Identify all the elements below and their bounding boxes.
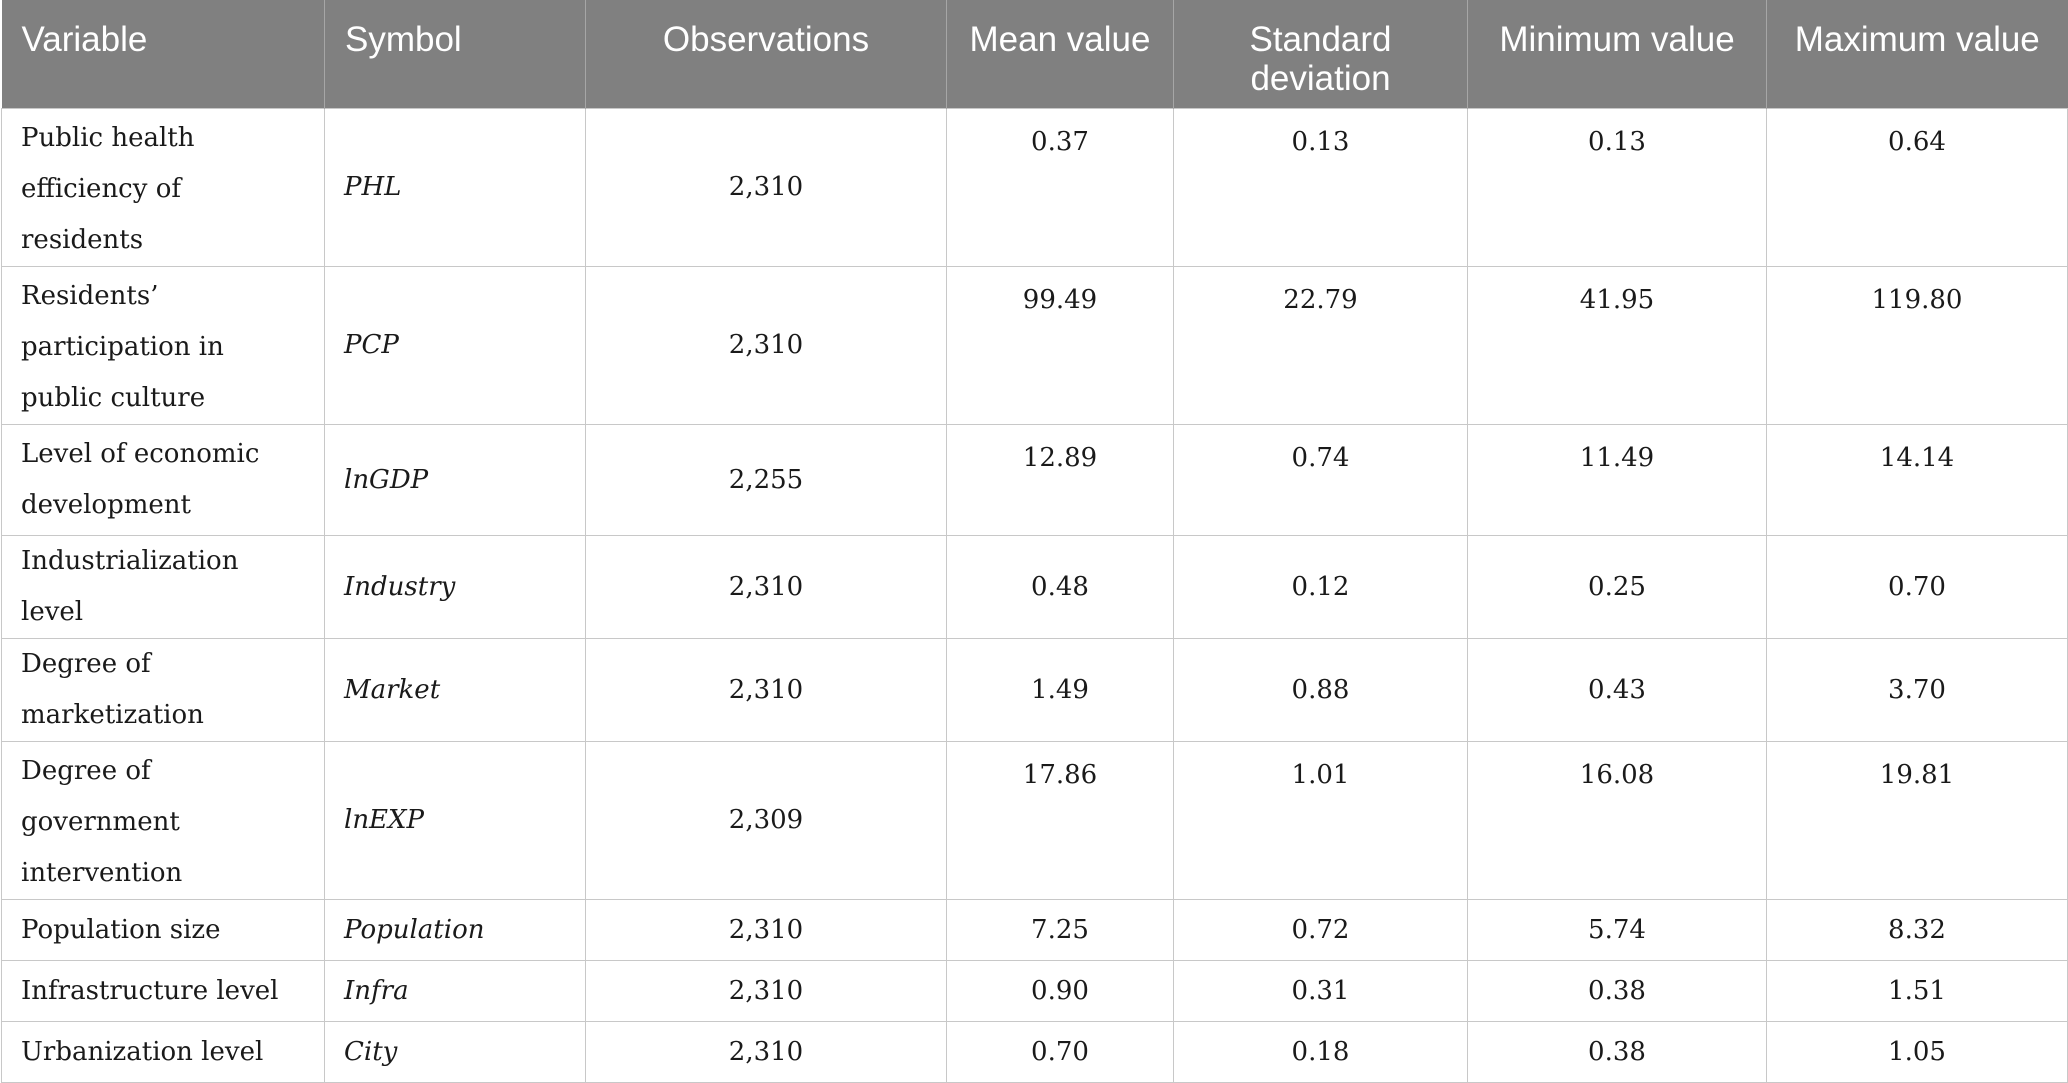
cell-variable: Public health efficiency of residents xyxy=(1,108,325,267)
table-row: Residents’ participation in public cultu… xyxy=(1,266,2068,425)
table-row: Infrastructure level Infra 2,310 0.90 0.… xyxy=(1,960,2068,1022)
table-row: Degree of government intervention lnEXP … xyxy=(1,741,2068,900)
cell-mean: 12.89 xyxy=(946,424,1174,536)
cell-sd: 0.31 xyxy=(1173,960,1468,1022)
cell-max: 8.32 xyxy=(1766,899,2068,961)
cell-variable: Degree of marketization xyxy=(1,638,325,742)
header-maximum: Maximum value xyxy=(1766,0,2068,109)
cell-min: 11.49 xyxy=(1467,424,1767,536)
cell-max: 1.05 xyxy=(1766,1021,2068,1083)
header-standard-deviation: Standard deviation xyxy=(1173,0,1468,109)
cell-max: 3.70 xyxy=(1766,638,2068,742)
cell-variable: Degree of government intervention xyxy=(1,741,325,900)
cell-max: 19.81 xyxy=(1766,741,2068,900)
header-mean: Mean value xyxy=(946,0,1174,109)
cell-sd: 0.13 xyxy=(1173,108,1468,267)
cell-sd: 0.74 xyxy=(1173,424,1468,536)
cell-max: 0.64 xyxy=(1766,108,2068,267)
cell-symbol: PCP xyxy=(324,266,586,425)
cell-variable: Level of economic development xyxy=(1,424,325,536)
cell-observations: 2,310 xyxy=(585,638,947,742)
cell-sd: 0.18 xyxy=(1173,1021,1468,1083)
cell-sd: 0.88 xyxy=(1173,638,1468,742)
cell-min: 0.38 xyxy=(1467,1021,1767,1083)
cell-min: 0.38 xyxy=(1467,960,1767,1022)
cell-symbol: City xyxy=(324,1021,586,1083)
cell-min: 41.95 xyxy=(1467,266,1767,425)
cell-min: 0.43 xyxy=(1467,638,1767,742)
cell-observations: 2,310 xyxy=(585,535,947,639)
cell-mean: 0.37 xyxy=(946,108,1174,267)
cell-sd: 0.72 xyxy=(1173,899,1468,961)
cell-observations: 2,310 xyxy=(585,1021,947,1083)
cell-max: 119.80 xyxy=(1766,266,2068,425)
cell-mean: 0.48 xyxy=(946,535,1174,639)
cell-max: 1.51 xyxy=(1766,960,2068,1022)
cell-min: 5.74 xyxy=(1467,899,1767,961)
cell-max: 0.70 xyxy=(1766,535,2068,639)
cell-min: 0.13 xyxy=(1467,108,1767,267)
cell-sd: 1.01 xyxy=(1173,741,1468,900)
cell-variable: Industrialization level xyxy=(1,535,325,639)
cell-symbol: Market xyxy=(324,638,586,742)
cell-observations: 2,310 xyxy=(585,960,947,1022)
cell-mean: 7.25 xyxy=(946,899,1174,961)
cell-max: 14.14 xyxy=(1766,424,2068,536)
cell-min: 16.08 xyxy=(1467,741,1767,900)
cell-observations: 2,309 xyxy=(585,741,947,900)
cell-symbol: lnGDP xyxy=(324,424,586,536)
table-row: Urbanization level City 2,310 0.70 0.18 … xyxy=(1,1021,2068,1083)
cell-min: 0.25 xyxy=(1467,535,1767,639)
cell-symbol: Population xyxy=(324,899,586,961)
cell-symbol: lnEXP xyxy=(324,741,586,900)
cell-variable: Population size xyxy=(1,899,325,961)
header-variable: Variable xyxy=(1,0,325,109)
cell-observations: 2,255 xyxy=(585,424,947,536)
cell-sd: 22.79 xyxy=(1173,266,1468,425)
cell-variable: Urbanization level xyxy=(1,1021,325,1083)
table-row: Level of economic development lnGDP 2,25… xyxy=(1,424,2068,536)
cell-observations: 2,310 xyxy=(585,899,947,961)
table-row: Public health efficiency of residents PH… xyxy=(1,108,2068,267)
header-symbol: Symbol xyxy=(324,0,586,109)
cell-variable: Residents’ participation in public cultu… xyxy=(1,266,325,425)
cell-symbol: PHL xyxy=(324,108,586,267)
cell-variable: Infrastructure level xyxy=(1,960,325,1022)
cell-sd: 0.12 xyxy=(1173,535,1468,639)
header-observations: Observations xyxy=(585,0,947,109)
cell-observations: 2,310 xyxy=(585,266,947,425)
cell-observations: 2,310 xyxy=(585,108,947,267)
cell-symbol: Industry xyxy=(324,535,586,639)
header-minimum: Minimum value xyxy=(1467,0,1767,109)
table-row: Population size Population 2,310 7.25 0.… xyxy=(1,899,2068,961)
table-row: Industrialization level Industry 2,310 0… xyxy=(1,535,2068,639)
cell-mean: 0.90 xyxy=(946,960,1174,1022)
table-header-row: Variable Symbol Observations Mean value … xyxy=(1,0,2068,109)
cell-mean: 17.86 xyxy=(946,741,1174,900)
cell-mean: 1.49 xyxy=(946,638,1174,742)
cell-mean: 0.70 xyxy=(946,1021,1174,1083)
cell-symbol: Infra xyxy=(324,960,586,1022)
table-row: Degree of marketization Market 2,310 1.4… xyxy=(1,638,2068,742)
cell-mean: 99.49 xyxy=(946,266,1174,425)
